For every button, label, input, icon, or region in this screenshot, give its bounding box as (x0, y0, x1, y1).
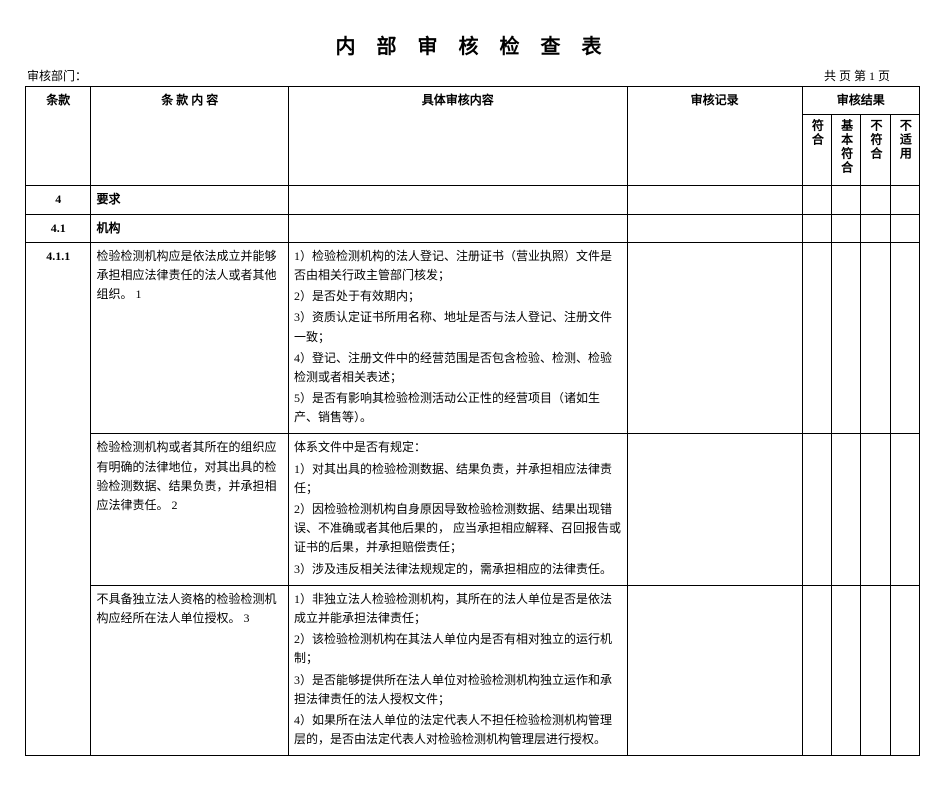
audit-checklist-table: 条款 条 款 内 容 具体审核内容 审核记录 审核结果 符合 基本符合 不符合 … (25, 86, 920, 756)
clause-cell: 4 (26, 186, 91, 214)
result-cell (831, 214, 860, 242)
col-result-group: 审核结果 (802, 87, 919, 115)
col-result-1: 符合 (802, 115, 831, 186)
col-clause: 条款 (26, 87, 91, 186)
result-cell (890, 214, 919, 242)
clause-content-cell: 检验检测机构应是依法成立并能够承担相应法律责任的法人或者其他组织。 1 (91, 242, 289, 434)
result-cell (861, 214, 890, 242)
result-cell (831, 186, 860, 214)
clause-content-cell: 要求 (91, 186, 289, 214)
result-cell (802, 585, 831, 756)
record-cell (627, 186, 802, 214)
header-row: 审核部门： 共 页 第 1 页 (25, 67, 920, 84)
result-cell (831, 242, 860, 434)
table-row: 检验检测机构或者其所在的组织应有明确的法律地位，对其出具的检验检测数据、结果负责… (26, 434, 920, 585)
record-cell (627, 434, 802, 585)
table-body: 4要求4.1机构4.1.1检验检测机构应是依法成立并能够承担相应法律责任的法人或… (26, 186, 920, 756)
result-cell (890, 434, 919, 585)
result-cell (802, 186, 831, 214)
col-detail: 具体审核内容 (288, 87, 627, 186)
result-cell (890, 585, 919, 756)
detail-cell: 体系文件中是否有规定：1）对其出具的检验检测数据、结果负责，并承担相应法律责任；… (288, 434, 627, 585)
col-result-2: 基本符合 (831, 115, 860, 186)
clause-content-cell: 机构 (91, 214, 289, 242)
detail-cell: 1）非独立法人检验检测机构，其所在的法人单位是否是依法成立并能承担法律责任；2）… (288, 585, 627, 756)
col-result-3: 不符合 (861, 115, 890, 186)
page-title: 内 部 审 核 检 查 表 (25, 30, 920, 59)
table-row: 4.1.1检验检测机构应是依法成立并能够承担相应法律责任的法人或者其他组织。 1… (26, 242, 920, 434)
record-cell (627, 585, 802, 756)
record-cell (627, 214, 802, 242)
result-cell (861, 434, 890, 585)
table-row: 4要求 (26, 186, 920, 214)
col-result-4: 不适用 (890, 115, 919, 186)
clause-content-cell: 不具备独立法人资格的检验检测机构应经所在法人单位授权。 3 (91, 585, 289, 756)
result-cell (861, 186, 890, 214)
detail-cell (288, 214, 627, 242)
record-cell (627, 242, 802, 434)
result-cell (831, 585, 860, 756)
col-record: 审核记录 (627, 87, 802, 186)
table-row: 4.1机构 (26, 214, 920, 242)
col-clause-content: 条 款 内 容 (91, 87, 289, 186)
detail-cell (288, 186, 627, 214)
result-cell (831, 434, 860, 585)
table-row: 不具备独立法人资格的检验检测机构应经所在法人单位授权。 31）非独立法人检验检测… (26, 585, 920, 756)
result-cell (802, 242, 831, 434)
clause-content-cell: 检验检测机构或者其所在的组织应有明确的法律地位，对其出具的检验检测数据、结果负责… (91, 434, 289, 585)
clause-cell: 4.1 (26, 214, 91, 242)
result-cell (861, 585, 890, 756)
dept-label: 审核部门： (25, 67, 87, 84)
result-cell (802, 214, 831, 242)
result-cell (861, 242, 890, 434)
result-cell (802, 434, 831, 585)
result-cell (890, 186, 919, 214)
clause-cell: 4.1.1 (26, 242, 91, 756)
table-header-row-1: 条款 条 款 内 容 具体审核内容 审核记录 审核结果 (26, 87, 920, 115)
result-cell (890, 242, 919, 434)
detail-cell: 1）检验检测机构的法人登记、注册证书（营业执照）文件是否由相关行政主管部门核发；… (288, 242, 627, 434)
page-counter: 共 页 第 1 页 (824, 67, 920, 84)
